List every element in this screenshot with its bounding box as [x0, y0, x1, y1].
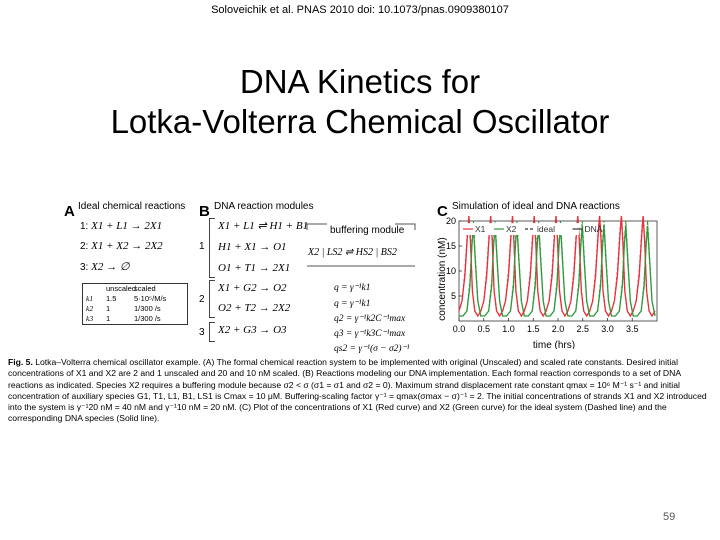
rate-param-4: q3 = γ⁻¹k3C⁻¹max: [334, 329, 406, 339]
x-tick-label: 2.0: [552, 324, 565, 334]
x-tick-label: 0.5: [477, 324, 490, 334]
y-tick-label: 20: [446, 216, 456, 226]
x-tick-label: 1.0: [502, 324, 515, 334]
caption-label: Fig. 5.: [8, 357, 33, 367]
panel-b-title: DNA reaction modules: [214, 201, 314, 212]
rate-param-3: q2 = γ⁻¹k2C⁻¹max: [334, 314, 406, 324]
y-tick-label: 10: [446, 266, 456, 276]
panel-a-reaction-3: 3: X2 → ∅: [80, 261, 130, 273]
rate-param-5: qs2 = γ⁻¹(σ − σ2)⁻¹: [334, 344, 410, 354]
panel-b-group-1: 1: [199, 241, 205, 252]
panel-a-letter: A: [64, 203, 75, 220]
slide-title-line2: Lotka-Volterra Chemical Oscillator: [110, 103, 610, 140]
rate-constants-table: unscaled scaled k1 1.5 5·10⁵/M/s k2 1 1/…: [82, 283, 188, 325]
x-tick-label: 2.5: [576, 324, 589, 334]
x-tick-label: 0.0: [453, 324, 466, 334]
legend-label: X2: [506, 224, 517, 234]
panel-b-group-3: 3: [199, 327, 205, 338]
caption-text: Lotka–Volterra chemical oscillator examp…: [8, 357, 707, 424]
page-number: 59: [663, 511, 676, 523]
x-tick-label: 1.5: [527, 324, 540, 334]
panel-a-reaction-2: 2: X1 + X2 → 2X2: [80, 240, 163, 252]
chart-y-label: concentration (nM): [437, 237, 448, 320]
table-row: k2 1 1/300 /s: [86, 304, 161, 313]
panel-b-bracket-2: [209, 280, 215, 318]
panel-c-title: Simulation of ideal and DNA reactions: [452, 201, 620, 212]
x-tick-label: 3.5: [626, 324, 639, 334]
y-tick-label: 5: [451, 291, 456, 301]
table-row: k3 1 1/300 /s: [86, 314, 161, 323]
panel-b-reaction-5: O2 + T2 → 2X2: [218, 302, 291, 314]
panel-b-reaction-4: X1 + G2 → O2: [218, 282, 287, 294]
slide-title-line1: DNA Kinetics for: [239, 63, 481, 100]
table-header-row: unscaled scaled: [106, 284, 156, 293]
citation-header: Soloveichik et al. PNAS 2010 doi: 10.107…: [211, 4, 509, 16]
chart-legend: X1 X2 ideal DNA: [461, 223, 603, 235]
oscillation-chart: concentration (nM) time (hrs) 20 15 10 5 0.0…: [437, 215, 658, 349]
panel-b-reaction-1: X1 + L1 ⇌ H1 + B1: [218, 220, 309, 232]
panel-b-reaction-2: H1 + X1 → O1: [218, 241, 287, 253]
panel-c-letter: C: [437, 203, 448, 220]
panel-b-bracket-3: [209, 322, 215, 342]
legend-label: DNA: [585, 224, 603, 234]
panel-b-reaction-3: O1 + T1 → 2X1: [218, 262, 291, 274]
y-tick-label: 15: [446, 241, 456, 251]
table-row: k1 1.5 5·10⁵/M/s: [86, 294, 167, 303]
figure-caption: Fig. 5. Lotka–Volterra chemical oscillat…: [8, 357, 714, 425]
slide-title: DNA Kinetics for Lotka-Volterra Chemical…: [0, 62, 720, 142]
panel-a-reaction-1: 1: X1 + L1 → 2X1: [80, 220, 163, 232]
buffering-module-reaction: X2 | LS2 ⇌ HS2 | BS2: [308, 247, 397, 258]
rate-param-2: q = γ⁻¹k1: [334, 299, 371, 309]
panel-b-reaction-6: X2 + G3 → O3: [218, 324, 287, 336]
panel-b-bracket-1: [209, 218, 215, 278]
legend-label: X1: [475, 224, 486, 234]
panel-a-title: Ideal chemical reactions: [78, 201, 186, 212]
buffering-module-frame: [306, 223, 416, 267]
chart-x-label: time (hrs): [533, 340, 575, 349]
series-line-x2-ideal: [459, 220, 656, 317]
legend-label: ideal: [537, 224, 555, 234]
panel-b-group-2: 2: [199, 294, 205, 305]
legend-background: [461, 223, 579, 235]
rate-param-1: q = γ⁻¹k1: [334, 283, 371, 293]
x-tick-label: 3.0: [601, 324, 614, 334]
panel-b-letter: B: [199, 203, 210, 220]
buffering-module-title: buffering module: [330, 225, 405, 236]
